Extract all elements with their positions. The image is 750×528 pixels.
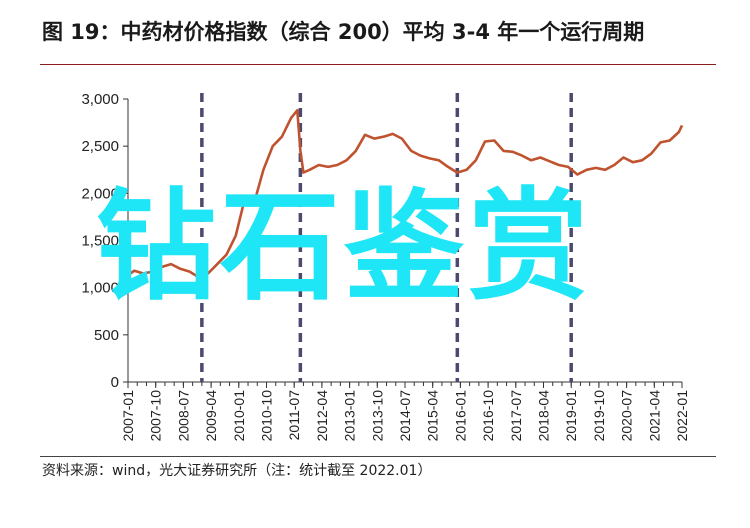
x-tick-label: 2017-07 (508, 390, 524, 442)
x-tick-label: 2016-10 (480, 390, 496, 442)
series-group (127, 109, 684, 279)
x-tick-label: 2008-07 (175, 390, 191, 442)
y-tick-label: 1,000 (81, 280, 119, 297)
x-axis-ticks: 2007-01 2007-10 2008-07 2009-04 2010-01 2010-… (120, 382, 690, 441)
x-tick-label: 2015-04 (425, 390, 441, 442)
x-tick-label: 2010-10 (259, 390, 275, 442)
x-tick-label: 2020-07 (619, 390, 635, 442)
y-tick-label: 3,000 (81, 91, 119, 108)
x-tick-label: 2012-04 (314, 390, 330, 442)
x-tick-label: 2010-01 (231, 390, 247, 442)
y-tick-label: 2,000 (81, 185, 119, 202)
x-tick-label: 2009-04 (203, 390, 219, 442)
source-rule (40, 456, 716, 457)
x-tick-label: 2007-10 (148, 390, 164, 442)
y-tick-label: 0 (111, 374, 119, 391)
y-tick-label: 1,500 (81, 233, 119, 250)
price-index-line (127, 109, 684, 279)
x-tick-label: 2016-01 (452, 390, 468, 442)
title-rule (40, 64, 716, 65)
x-tick-label: 2021-04 (646, 390, 662, 442)
x-tick-label: 2019-01 (563, 390, 579, 442)
x-tick-label: 2013-01 (342, 390, 358, 442)
x-tick-label: 2007-01 (120, 390, 136, 442)
chart-title: 图 19：中药材价格指数（综合 200）平均 3-4 年一个运行周期 (42, 20, 645, 44)
y-axis-ticks: 0 500 1,000 1,500 2,000 2,500 3,000 (81, 91, 128, 391)
x-tick-label: 2011-07 (286, 390, 302, 441)
source-note: 资料来源：wind，光大证券研究所（注：统计截至 2022.01） (42, 463, 432, 479)
y-tick-label: 2,500 (81, 138, 119, 155)
y-tick-label: 500 (94, 327, 119, 344)
x-tick-label: 2014-07 (397, 390, 413, 442)
x-tick-label: 2022-01 (674, 390, 690, 442)
watermark-text: 钻石鉴赏 (96, 178, 592, 317)
x-tick-label: 2019-10 (591, 390, 607, 442)
x-tick-label: 2013-10 (369, 390, 385, 442)
x-tick-label: 2018-04 (536, 390, 552, 442)
